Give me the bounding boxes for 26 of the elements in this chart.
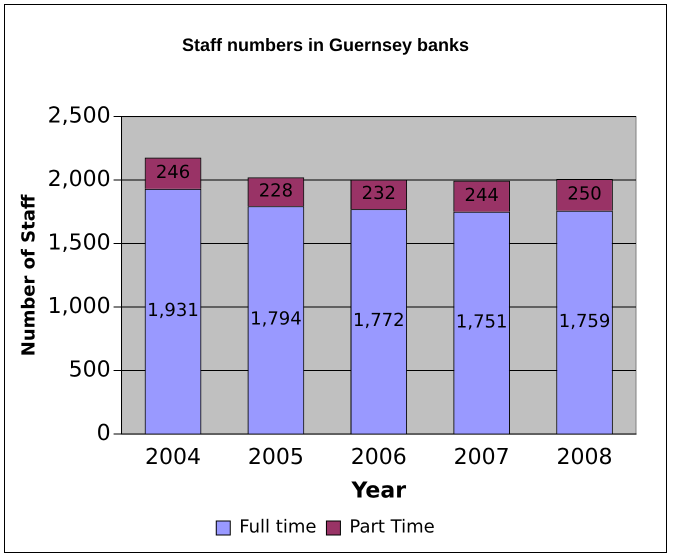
data-label: 246 [156,162,190,183]
legend-label: Part Time [349,516,435,538]
data-label: 232 [362,183,396,204]
y-tick-label: 500 [68,357,111,382]
x-tick-label: 2006 [350,445,407,470]
y-tick-label: 2,500 [48,103,111,128]
x-tick-label: 2007 [454,445,510,470]
y-tick-label: 1,500 [48,230,111,256]
x-tick-label: 2004 [145,445,202,470]
y-tick-label: 2,000 [48,166,111,192]
x-axis-title: Year [350,478,406,504]
data-label: 1,931 [147,300,199,321]
chart-title: Staff numbers in Guernsey banks [182,34,470,55]
x-tick-label: 2008 [556,445,613,470]
data-label: 244 [464,184,499,206]
data-label: 1,751 [456,311,508,332]
y-tick-label: 1,000 [48,294,111,319]
y-axis-title: Number of Staff [18,194,40,356]
data-label: 250 [567,184,602,205]
data-label: 228 [258,180,294,202]
data-label: 1,772 [353,310,405,332]
data-label: 1,759 [558,310,610,332]
y-tick-label: 0 [96,420,111,446]
data-label: 1,794 [250,308,302,330]
legend-label: Full time [239,516,316,538]
x-tick-label: 2005 [248,445,304,470]
